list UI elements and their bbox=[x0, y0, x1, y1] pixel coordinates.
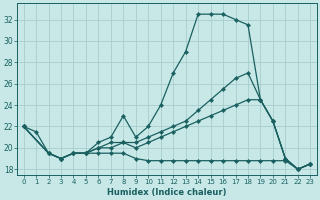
X-axis label: Humidex (Indice chaleur): Humidex (Indice chaleur) bbox=[107, 188, 227, 197]
